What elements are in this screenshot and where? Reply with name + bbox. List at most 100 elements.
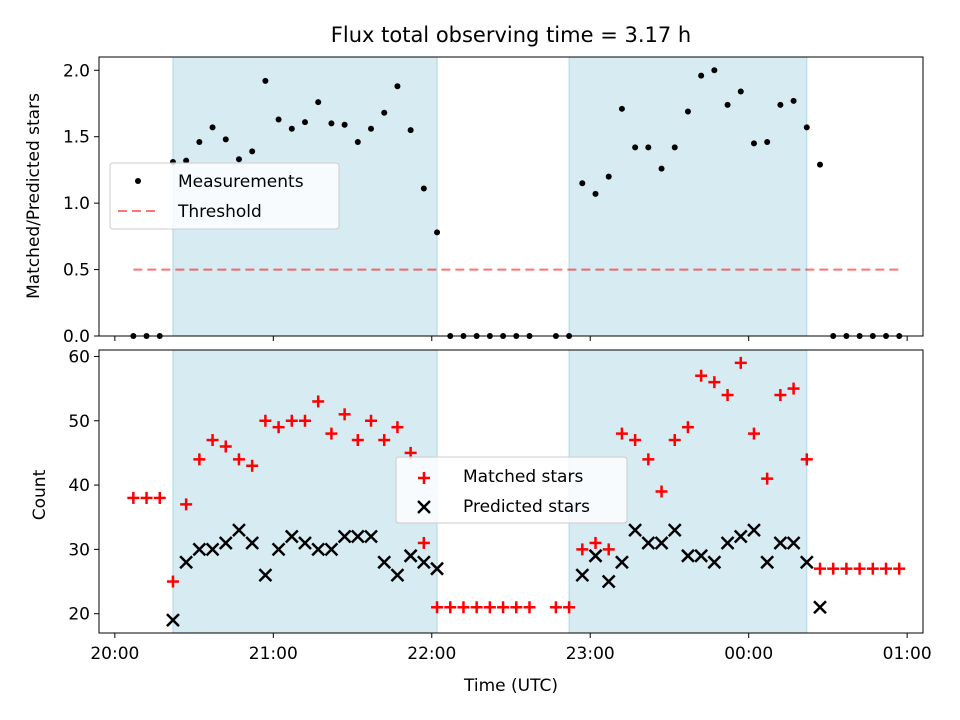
measurement-point [724, 101, 731, 108]
matched-star-point [338, 408, 351, 421]
count-legend-box [395, 456, 628, 524]
matched-star-point [655, 485, 668, 498]
measurement-point [222, 136, 229, 143]
matched-star-point [325, 427, 338, 440]
ratio-x-ticks [114, 336, 908, 341]
measurement-point [632, 144, 639, 151]
matched-star-point [549, 601, 562, 614]
predicted-star-point [232, 523, 246, 537]
matched-star-point [378, 434, 391, 447]
matched-star-point [497, 601, 510, 614]
measurement-point [434, 229, 441, 236]
predicted-star-point [284, 529, 299, 544]
y-tick-label: 0.5 [63, 261, 90, 281]
matched-star-point [866, 562, 879, 575]
predicted-star-point [733, 529, 748, 544]
matched-star-point [127, 491, 140, 504]
predicted-star-point [601, 574, 616, 589]
predicted-star-point [192, 542, 207, 557]
predicted-star-point [747, 523, 761, 537]
measurement-point [790, 97, 797, 104]
y-tick-label: 30 [68, 540, 90, 560]
predicted-star-point [205, 542, 220, 557]
matched-star-point [444, 601, 457, 614]
matched-star-point [668, 434, 681, 447]
ratio-y-ticks: 0.0 0.5 1.0 1.5 2.0 [63, 61, 99, 347]
matched-star-point [747, 427, 760, 440]
measurement-point [368, 125, 375, 132]
matched-star-point [166, 575, 179, 588]
measurement-point [777, 101, 784, 108]
x-tick-label: 21:00 [249, 644, 298, 664]
matched-star-point [299, 414, 311, 427]
measurement-point [262, 77, 269, 84]
measurement-point [275, 116, 282, 123]
measurement-point [420, 185, 427, 192]
legend-predicted-marker [417, 500, 431, 514]
matched-star-point [893, 562, 906, 575]
matched-star-point [232, 453, 245, 466]
matched-star-point [602, 543, 615, 556]
matched-star-point [180, 498, 193, 511]
observing-interval [568, 56, 808, 337]
chart-title: Flux total observing time = 3.17 h [331, 23, 691, 47]
y-tick-label: 2.0 [63, 61, 90, 81]
y-tick-label: 50 [68, 412, 90, 432]
legend-predicted-label: Predicted stars [463, 497, 590, 517]
y-tick-label: 1.5 [63, 128, 90, 148]
predicted-star-point [786, 536, 801, 550]
predicted-star-point [324, 542, 339, 557]
matched-star-point [391, 421, 404, 434]
measurement-point [183, 157, 190, 164]
matched-star-point [431, 601, 444, 614]
predicted-star-point [298, 536, 312, 550]
ratio-axes-frame [98, 56, 924, 337]
measurement-point [381, 109, 388, 116]
predicted-star-point [377, 555, 392, 570]
predicted-star-point [588, 548, 603, 563]
ratio-series [130, 67, 903, 339]
matched-star-point [589, 536, 602, 549]
matched-star-point [708, 376, 721, 389]
measurement-point [394, 83, 401, 90]
predicted-star-point [258, 568, 273, 582]
matched-star-point [787, 382, 800, 395]
measurement-point [315, 99, 322, 106]
y-tick-label: 60 [68, 347, 90, 367]
measurement-point [407, 127, 414, 134]
x-tick-label: 22:00 [407, 644, 456, 664]
matched-star-point [523, 601, 536, 614]
predicted-star-point [364, 529, 378, 544]
matched-star-point [219, 440, 232, 453]
predicted-star-point [628, 523, 643, 537]
matched-star-point [734, 356, 747, 369]
matched-star-point [312, 395, 325, 408]
ratio-legend-box [109, 162, 340, 230]
predicted-star-point [760, 555, 775, 570]
matched-star-point [193, 453, 206, 466]
matched-star-point [774, 389, 787, 402]
measurement-point [249, 148, 256, 155]
predicted-star-point [166, 613, 180, 628]
predicted-star-point [813, 600, 827, 615]
predicted-star-point [245, 536, 260, 550]
measurement-point [328, 120, 335, 127]
measurement-point [209, 124, 216, 131]
x-tick-label: 01:00 [883, 644, 932, 664]
matched-star-point [246, 459, 259, 472]
measurement-point [764, 139, 771, 146]
measurement-point [341, 121, 348, 128]
legend-threshold-label: Threshold [177, 202, 262, 222]
measurement-point [658, 165, 665, 172]
matched-star-point [417, 536, 430, 549]
predicted-star-point [720, 536, 735, 550]
count-axes-frame [98, 349, 924, 634]
x-tick-label: 23:00 [566, 644, 615, 664]
matched-star-point [827, 562, 840, 575]
predicted-star-point [350, 529, 365, 544]
ratio-panel: 0.0 0.5 1.0 1.5 2.0 Flux total observing tim… [24, 23, 924, 347]
measurement-point [618, 105, 625, 112]
legend-matched-label: Matched stars [463, 467, 583, 487]
measurement-point [354, 139, 361, 146]
matched-star-point [814, 562, 826, 575]
